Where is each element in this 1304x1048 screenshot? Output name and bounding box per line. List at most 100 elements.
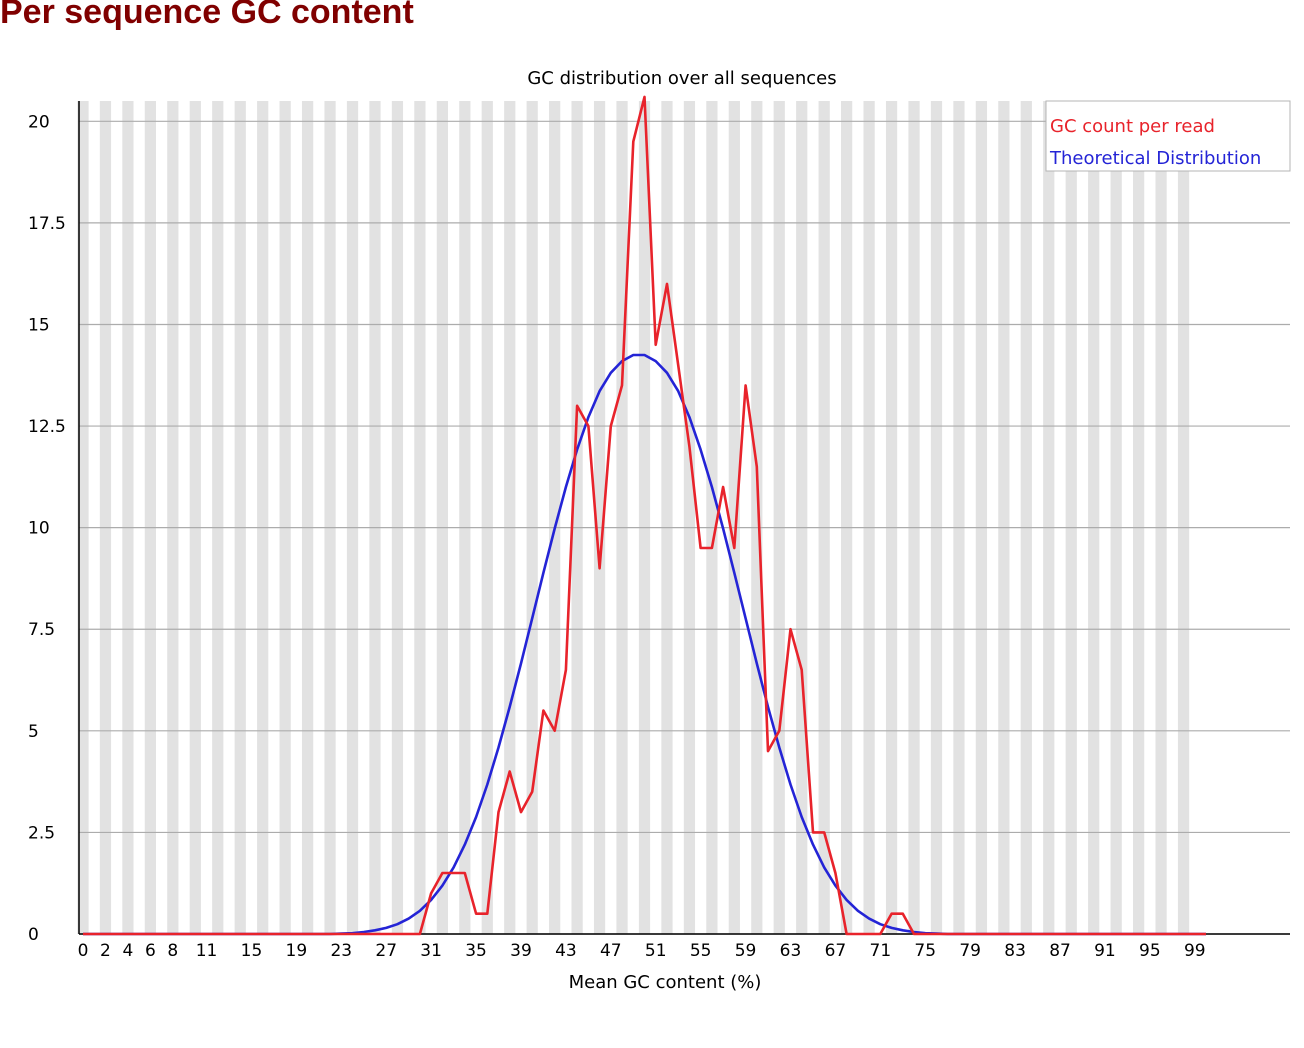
background-stripe	[841, 101, 853, 934]
background-stripe	[212, 101, 224, 934]
background-stripe	[616, 101, 628, 934]
legend-entry-theoretical: Theoretical Distribution	[1049, 148, 1261, 169]
x-axis-label: Mean GC content (%)	[569, 972, 762, 993]
y-tick-label: 12.5	[28, 417, 66, 437]
y-tick-label: 0	[28, 925, 39, 945]
x-tick-label: 19	[286, 941, 308, 961]
gc-count-per-read-line	[83, 95, 1206, 936]
background-stripe	[77, 101, 89, 934]
background-stripe	[481, 101, 493, 934]
background-stripe	[99, 101, 112, 934]
chart-title: GC distribution over all sequences	[527, 68, 836, 89]
x-tick-label: 99	[1184, 941, 1206, 961]
background-stripe	[301, 101, 314, 934]
background-stripe	[1177, 101, 1190, 934]
y-tick-label: 5	[28, 722, 39, 742]
legend-entry-gc-count: GC count per read	[1050, 116, 1215, 137]
x-tick-label: 75	[914, 941, 936, 961]
background-stripe	[391, 101, 404, 934]
background-stripe	[885, 101, 898, 934]
x-tick-label: 31	[420, 941, 442, 961]
x-tick-label: 91	[1094, 941, 1116, 961]
background-stripe	[324, 101, 336, 934]
background-stripe	[998, 101, 1010, 934]
background-stripe	[1043, 101, 1055, 934]
x-tick-label: 95	[1139, 941, 1161, 961]
background-stripe	[908, 101, 920, 934]
background-stripe	[234, 101, 246, 934]
y-tick-label: 7.5	[28, 620, 55, 640]
background-stripe	[1088, 101, 1100, 934]
background-stripe	[369, 101, 381, 934]
x-tick-label: 2	[100, 941, 111, 961]
background-stripe	[1155, 101, 1167, 934]
background-stripe	[751, 101, 763, 934]
background-stripe	[683, 101, 696, 934]
x-tick-label: 35	[465, 941, 487, 961]
background-stripe	[144, 101, 156, 934]
x-tick-label: 6	[145, 941, 156, 961]
x-tick-label: 55	[690, 941, 712, 961]
background-stripe	[863, 101, 875, 934]
background-stripe	[167, 101, 179, 934]
x-tick-label: 79	[959, 941, 981, 961]
background-stripe	[728, 101, 740, 934]
theoretical-distribution-line	[83, 353, 1206, 936]
x-tick-label: 87	[1049, 941, 1071, 961]
background-stripe	[549, 101, 561, 934]
background-stripe	[571, 101, 583, 934]
background-stripe	[796, 101, 808, 934]
x-tick-labels: 0 2 4 6 8 11 15 19 23 27 31 35 39 43 47 51 55 59 63 67 71 75 7…	[78, 941, 1206, 961]
background-stripe	[189, 101, 201, 934]
background-stripe	[661, 101, 673, 934]
legend: GC count per read Theoretical Distributi…	[1045, 100, 1291, 172]
x-tick-label: 71	[870, 941, 892, 961]
x-tick-label: 15	[241, 941, 263, 961]
background-stripe	[930, 101, 943, 934]
background-stripe	[459, 101, 471, 934]
x-tick-label: 51	[645, 941, 667, 961]
background-stripe	[122, 101, 134, 934]
x-tick-label: 47	[600, 941, 622, 961]
background-stripe	[593, 101, 606, 934]
background-stripe	[414, 101, 426, 934]
background-stripe	[504, 101, 516, 934]
background-stripe	[773, 101, 785, 934]
x-tick-label: 23	[330, 941, 352, 961]
x-tick-label: 43	[555, 941, 577, 961]
series-lines	[83, 95, 1206, 936]
y-tick-labels: 0 2.5 5 7.5 10 12.5 15 17.5 20	[28, 112, 66, 945]
background-stripe	[818, 101, 830, 934]
x-tick-label: 59	[735, 941, 757, 961]
y-tick-label: 15	[28, 315, 50, 335]
x-tick-label: 0	[78, 941, 89, 961]
y-tick-label: 10	[28, 519, 50, 539]
background-stripe	[346, 101, 359, 934]
background-stripe	[1133, 101, 1145, 934]
x-tick-label: 67	[825, 941, 847, 961]
background-stripe	[526, 101, 538, 934]
y-tick-label: 17.5	[28, 214, 66, 234]
page-title: Per sequence GC content	[0, 0, 414, 31]
background-stripe	[279, 101, 291, 934]
background-stripe	[953, 101, 965, 934]
background-stripe	[1065, 101, 1077, 934]
x-tick-label: 83	[1004, 941, 1026, 961]
background-stripes	[77, 101, 1190, 934]
y-tick-label: 20	[28, 112, 50, 132]
x-tick-label: 63	[780, 941, 802, 961]
background-stripe	[638, 101, 651, 934]
background-stripe	[257, 101, 269, 934]
background-stripe	[1020, 101, 1032, 934]
background-stripe	[706, 101, 718, 934]
x-tick-label: 27	[375, 941, 397, 961]
x-tick-label: 11	[196, 941, 218, 961]
x-tick-label: 39	[510, 941, 532, 961]
x-tick-label: 4	[123, 941, 134, 961]
background-stripe	[1110, 101, 1122, 934]
y-tick-label: 2.5	[28, 823, 55, 843]
x-tick-label: 8	[167, 941, 178, 961]
background-stripe	[436, 101, 448, 934]
legend-box	[1045, 100, 1291, 172]
